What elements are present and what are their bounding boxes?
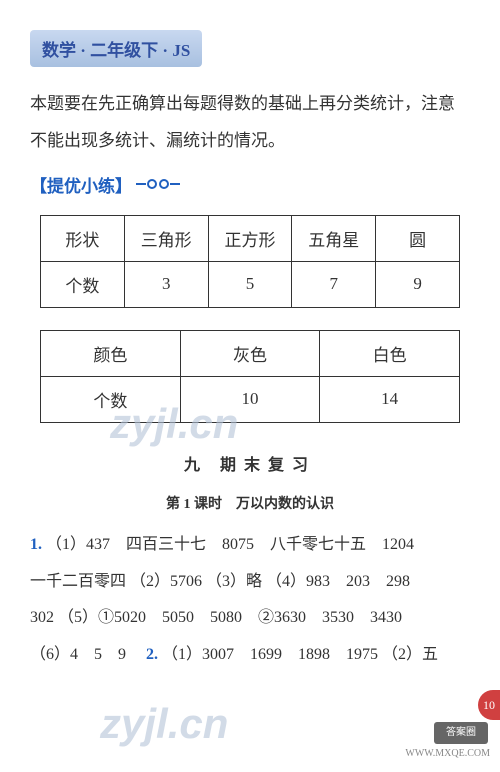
table-row: 形状 三角形 正方形 五角星 圆 — [41, 215, 460, 261]
table-header: 颜色 — [41, 330, 181, 376]
table-row: 颜色 灰色 白色 — [41, 330, 460, 376]
footer-logo: 答案圈 — [434, 722, 488, 744]
table-cell: 9 — [376, 261, 460, 307]
intro-text: 本题要在先正确算出每题得数的基础上再分类统计，注意不能出现多统计、漏统计的情况。 — [30, 94, 455, 150]
header-tab: 数学 · 二年级下 · JS — [30, 30, 202, 67]
answers-block: 1. （1）437 四百三十七 8075 八千零七十五 1204 一千二百零四 … — [30, 527, 470, 674]
table-cell: 7 — [292, 261, 376, 307]
table-row: 个数 10 14 — [41, 376, 460, 422]
question-number: 1. — [30, 536, 42, 553]
lesson-title: 第 1 课时 万以内数的认识 — [0, 493, 500, 513]
footer-url: WWW.MXQE.COM — [405, 747, 490, 760]
answer-text: （6）4 5 9 — [30, 646, 142, 663]
table-header: 白色 — [320, 330, 460, 376]
watermark: zyjl.cn — [100, 700, 228, 748]
table-header: 三角形 — [124, 215, 208, 261]
answer-text: 302 （5）①5020 5050 5080 ②3630 3530 3430 — [30, 609, 402, 626]
table-header: 五角星 — [292, 215, 376, 261]
table-cell: 个数 — [41, 261, 125, 307]
colors-table: 颜色 灰色 白色 个数 10 14 — [40, 330, 460, 423]
section-label: 【提优小练】 — [30, 172, 500, 197]
table-cell: 5 — [208, 261, 292, 307]
answer-text: （1）3007 1699 1898 1975 （2）五 — [162, 646, 438, 663]
table-header: 灰色 — [180, 330, 320, 376]
intro-paragraph: 本题要在先正确算出每题得数的基础上再分类统计，注意不能出现多统计、漏统计的情况。 — [30, 85, 470, 160]
answer-text: （1）437 四百三十七 8075 八千零七十五 1204 — [46, 536, 414, 553]
table-header: 形状 — [41, 215, 125, 261]
table-cell: 14 — [320, 376, 460, 422]
table-cell: 个数 — [41, 376, 181, 422]
header-title: 数学 · 二年级下 · JS — [42, 41, 190, 60]
table-row: 个数 3 5 7 9 — [41, 261, 460, 307]
decorative-dots — [136, 179, 180, 189]
table-cell: 3 — [124, 261, 208, 307]
question-number: 2. — [146, 646, 158, 663]
table-header: 正方形 — [208, 215, 292, 261]
shapes-table: 形状 三角形 正方形 五角星 圆 个数 3 5 7 9 — [40, 215, 460, 308]
table-cell: 10 — [180, 376, 320, 422]
section-label-text: 【提优小练】 — [30, 172, 132, 197]
unit-title: 九 期末复习 — [0, 451, 500, 475]
table-header: 圆 — [376, 215, 460, 261]
page-number-badge: 10 — [478, 690, 500, 720]
answer-text: 一千二百零四 （2）5706 （3）略 （4）983 203 298 — [30, 573, 410, 590]
